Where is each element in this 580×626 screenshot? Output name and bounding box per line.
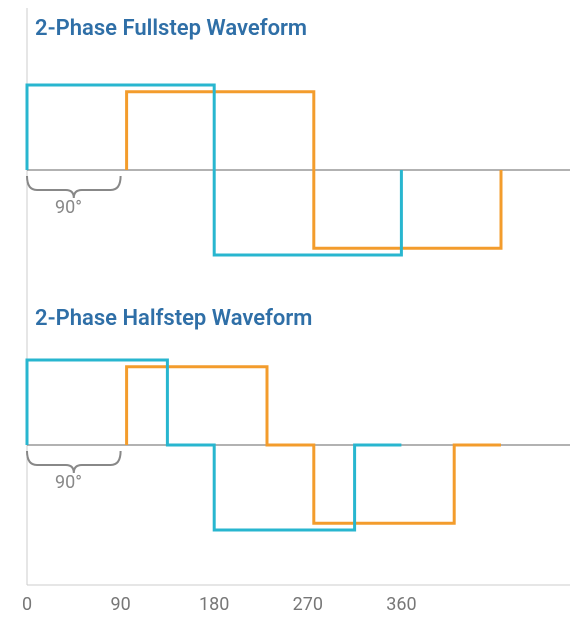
x-tick-label: 90 bbox=[110, 594, 130, 615]
x-tick-label: 0 bbox=[22, 594, 32, 615]
phase-offset-label: 90° bbox=[55, 197, 82, 218]
panel-halfstep: 2-Phase Halfstep Waveform 90° bbox=[27, 306, 570, 530]
panel-title-fullstep: 2-Phase Fullstep Waveform bbox=[35, 16, 307, 41]
x-tick-label: 360 bbox=[386, 594, 416, 615]
x-tick-label: 270 bbox=[293, 594, 323, 615]
phase-offset-bracket bbox=[27, 451, 121, 473]
x-tick-label: 180 bbox=[199, 594, 229, 615]
phase-offset-label: 90° bbox=[55, 472, 82, 493]
phase-offset-bracket bbox=[27, 176, 121, 198]
panel-fullstep: 2-Phase Fullstep Waveform 90° bbox=[27, 16, 570, 255]
panel-title-halfstep: 2-Phase Halfstep Waveform bbox=[35, 306, 312, 331]
waveform-figure: 0 90 180 270 360 2-Phase Fullstep Waveform 90°… bbox=[0, 0, 580, 626]
